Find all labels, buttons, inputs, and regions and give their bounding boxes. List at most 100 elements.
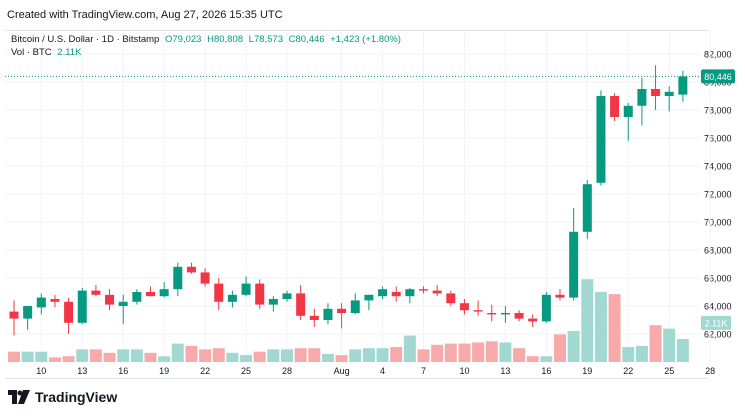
x-tick-label: 7 (421, 366, 426, 376)
volume-bar (458, 343, 471, 362)
created-with-caption: Created with TradingView.com, Aug 27, 20… (7, 9, 283, 21)
volume-bar (212, 348, 225, 362)
volume-bar (76, 349, 89, 362)
x-tick-label: 16 (118, 366, 128, 376)
volume-bar (48, 357, 61, 362)
volume-bar (294, 348, 307, 362)
candle-body (514, 313, 524, 319)
volume-bar (267, 349, 280, 362)
volume-bar (390, 347, 403, 362)
candle-body (364, 294, 374, 301)
volume-label[interactable]: Vol · BTC (11, 47, 52, 58)
y-tick-label: 82,000 (704, 50, 732, 60)
volume-bar (35, 351, 48, 362)
candle-body (214, 283, 224, 302)
candle-body (118, 301, 128, 306)
candle-body (459, 303, 469, 311)
open-value: O79,023 (165, 34, 202, 45)
candle-body (651, 89, 661, 96)
volume-bar (240, 355, 253, 362)
volume-bar (513, 348, 526, 362)
volume-bar (103, 352, 116, 362)
y-tick-label: 62,000 (704, 330, 732, 340)
candle-body (378, 289, 388, 297)
x-tick-label: 4 (380, 366, 385, 376)
volume-bar (281, 349, 293, 362)
candle-body (77, 290, 87, 323)
volume-bar (362, 348, 375, 362)
volume-bar (199, 349, 212, 362)
volume-bar (472, 342, 485, 362)
volume-bar (608, 294, 621, 362)
candle-body (528, 318, 538, 322)
candle-body (637, 89, 647, 106)
candle-body (500, 313, 510, 315)
candle-body (323, 308, 333, 320)
y-tick-label: 68,000 (704, 246, 732, 256)
x-tick-label: 25 (241, 366, 251, 376)
x-tick-label: 16 (541, 366, 551, 376)
candle-body (227, 294, 237, 302)
volume-bar (403, 335, 416, 362)
x-tick-label: 10 (459, 366, 469, 376)
x-tick-label: 28 (282, 366, 292, 376)
x-tick-label: 19 (159, 366, 169, 376)
volume-bar (499, 342, 512, 362)
y-tick-label: 74,000 (704, 162, 732, 172)
x-tick-label: 22 (623, 366, 633, 376)
candle-body (391, 292, 401, 297)
candle-body (91, 290, 101, 295)
volume-bar (376, 348, 389, 362)
volume-bar (62, 356, 75, 362)
candle-body (241, 283, 251, 295)
high-value: H80,808 (207, 34, 244, 45)
volume-bar (349, 349, 362, 362)
candle-body (350, 300, 360, 313)
candle-body (432, 290, 442, 294)
volume-bar (485, 341, 498, 362)
candle-body (282, 293, 292, 299)
symbol-title[interactable]: Bitcoin / U.S. Dollar · 1D · Bitstamp (11, 34, 160, 45)
candle-body (623, 105, 633, 117)
volume-bar (226, 352, 239, 362)
volume-bar (130, 349, 143, 362)
candle-body (405, 289, 415, 297)
volume-bar (594, 291, 607, 362)
volume-bar (622, 347, 635, 362)
candle-body (186, 266, 196, 273)
candle-body (50, 299, 60, 302)
x-tick-label: 25 (664, 366, 674, 376)
volume-bar (321, 353, 334, 362)
volume-bar (171, 343, 184, 362)
candle-body (582, 184, 592, 232)
volume-bar (635, 345, 648, 362)
candle-body (309, 315, 319, 320)
candle-body (610, 96, 620, 117)
candle-body (132, 292, 142, 302)
candle-body (64, 301, 74, 323)
x-tick-label: 22 (200, 366, 210, 376)
last-volume-label: 2.11K (705, 318, 728, 328)
tradingview-footer: TradingView (8, 389, 117, 405)
low-value: L78,573 (248, 34, 283, 45)
volume-bar (567, 330, 580, 362)
y-tick-label: 64,000 (704, 302, 732, 312)
last-volume-badge (701, 315, 731, 330)
candle-body (255, 283, 265, 305)
volume-bar (89, 349, 102, 362)
volume-bar (21, 351, 34, 362)
volume-bar (185, 345, 198, 362)
candle-body (9, 311, 19, 319)
candle-body (105, 294, 115, 305)
candle-body (200, 272, 210, 284)
change-value: +1,423 (+1.80%) (330, 34, 401, 45)
candle-body (268, 299, 278, 305)
last-price-badge (701, 69, 735, 84)
volume-bar (144, 352, 157, 362)
tradingview-logo-icon (8, 390, 30, 404)
candle-body (596, 96, 606, 183)
x-tick-label: 28 (705, 366, 715, 376)
volume-bar (431, 344, 444, 362)
volume-bar (158, 356, 171, 362)
